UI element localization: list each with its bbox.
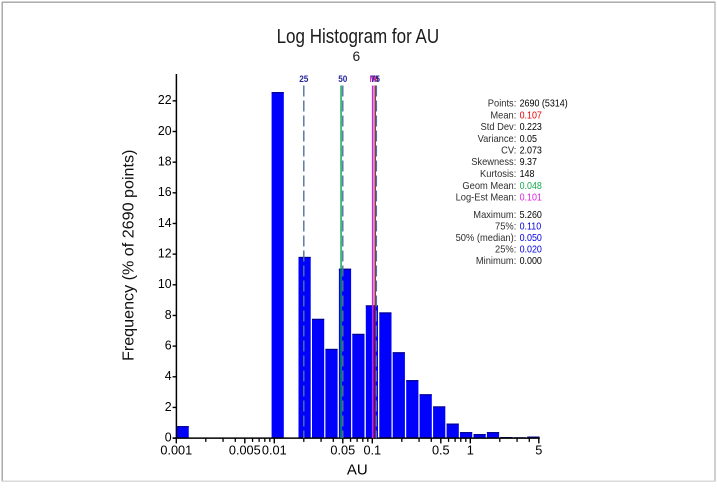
- svg-text:Frequency (% of 2690 points): Frequency (% of 2690 points): [121, 150, 138, 361]
- svg-text:16: 16: [158, 184, 172, 199]
- svg-text:CV:: CV:: [501, 145, 516, 156]
- svg-text:22: 22: [158, 92, 172, 107]
- svg-text:8: 8: [165, 307, 172, 322]
- svg-text:Maximum:: Maximum:: [473, 210, 516, 221]
- svg-text:5: 5: [535, 443, 542, 458]
- svg-text:6: 6: [352, 49, 360, 64]
- svg-text:5.260: 5.260: [520, 210, 543, 221]
- svg-text:25: 25: [299, 74, 308, 84]
- svg-text:75%:: 75%:: [495, 222, 516, 233]
- svg-text:0.05: 0.05: [520, 134, 538, 145]
- svg-text:Mean:: Mean:: [490, 110, 516, 121]
- svg-text:Skewness:: Skewness:: [471, 157, 516, 168]
- svg-text:0.001: 0.001: [160, 443, 192, 458]
- svg-text:18: 18: [158, 154, 172, 169]
- svg-text:0.107: 0.107: [520, 110, 543, 121]
- svg-text:14: 14: [158, 215, 172, 230]
- svg-text:AU: AU: [347, 461, 368, 478]
- svg-text:Log-Est Mean:: Log-Est Mean:: [456, 192, 517, 203]
- svg-text:0.020: 0.020: [520, 244, 543, 255]
- svg-text:0.050: 0.050: [520, 233, 543, 244]
- svg-text:0.110: 0.110: [520, 222, 542, 233]
- svg-text:0.5: 0.5: [432, 443, 450, 458]
- svg-text:50% (median):: 50% (median):: [456, 233, 517, 244]
- svg-text:0.223: 0.223: [520, 122, 543, 133]
- svg-text:6: 6: [165, 338, 172, 353]
- svg-text:Log Histogram for AU: Log Histogram for AU: [277, 26, 440, 48]
- svg-text:Minimum:: Minimum:: [476, 256, 516, 267]
- svg-text:12: 12: [158, 246, 172, 261]
- svg-text:Points:: Points:: [488, 99, 517, 110]
- svg-text:0.005: 0.005: [229, 443, 261, 458]
- svg-text:4: 4: [165, 368, 172, 383]
- svg-text:9.37: 9.37: [520, 157, 538, 168]
- svg-text:0.048: 0.048: [520, 181, 543, 192]
- svg-text:0.101: 0.101: [520, 192, 543, 203]
- svg-text:2: 2: [165, 399, 172, 414]
- svg-text:0: 0: [165, 430, 172, 445]
- svg-text:148: 148: [520, 169, 535, 180]
- svg-text:0.1: 0.1: [363, 443, 381, 458]
- svg-text:20: 20: [158, 123, 172, 138]
- svg-text:50: 50: [338, 74, 347, 84]
- svg-text:1: 1: [467, 443, 474, 458]
- svg-text:Geom Mean:: Geom Mean:: [462, 181, 516, 192]
- svg-text:2.073: 2.073: [520, 145, 543, 156]
- svg-text:M: M: [370, 74, 377, 84]
- svg-text:25%:: 25%:: [495, 244, 516, 255]
- svg-text:Std Dev:: Std Dev:: [481, 122, 517, 133]
- svg-text:2690 (5314): 2690 (5314): [520, 99, 568, 110]
- svg-text:M: M: [372, 74, 379, 84]
- svg-text:Variance:: Variance:: [478, 134, 517, 145]
- svg-text:0.05: 0.05: [330, 443, 355, 458]
- svg-text:0.000: 0.000: [520, 256, 543, 267]
- svg-text:10: 10: [158, 276, 172, 291]
- svg-text:Kurtosis:: Kurtosis:: [480, 169, 516, 180]
- svg-text:0.01: 0.01: [262, 443, 287, 458]
- svg-text:75: 75: [371, 74, 380, 84]
